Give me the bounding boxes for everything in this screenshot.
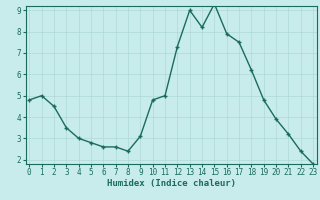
- X-axis label: Humidex (Indice chaleur): Humidex (Indice chaleur): [107, 179, 236, 188]
